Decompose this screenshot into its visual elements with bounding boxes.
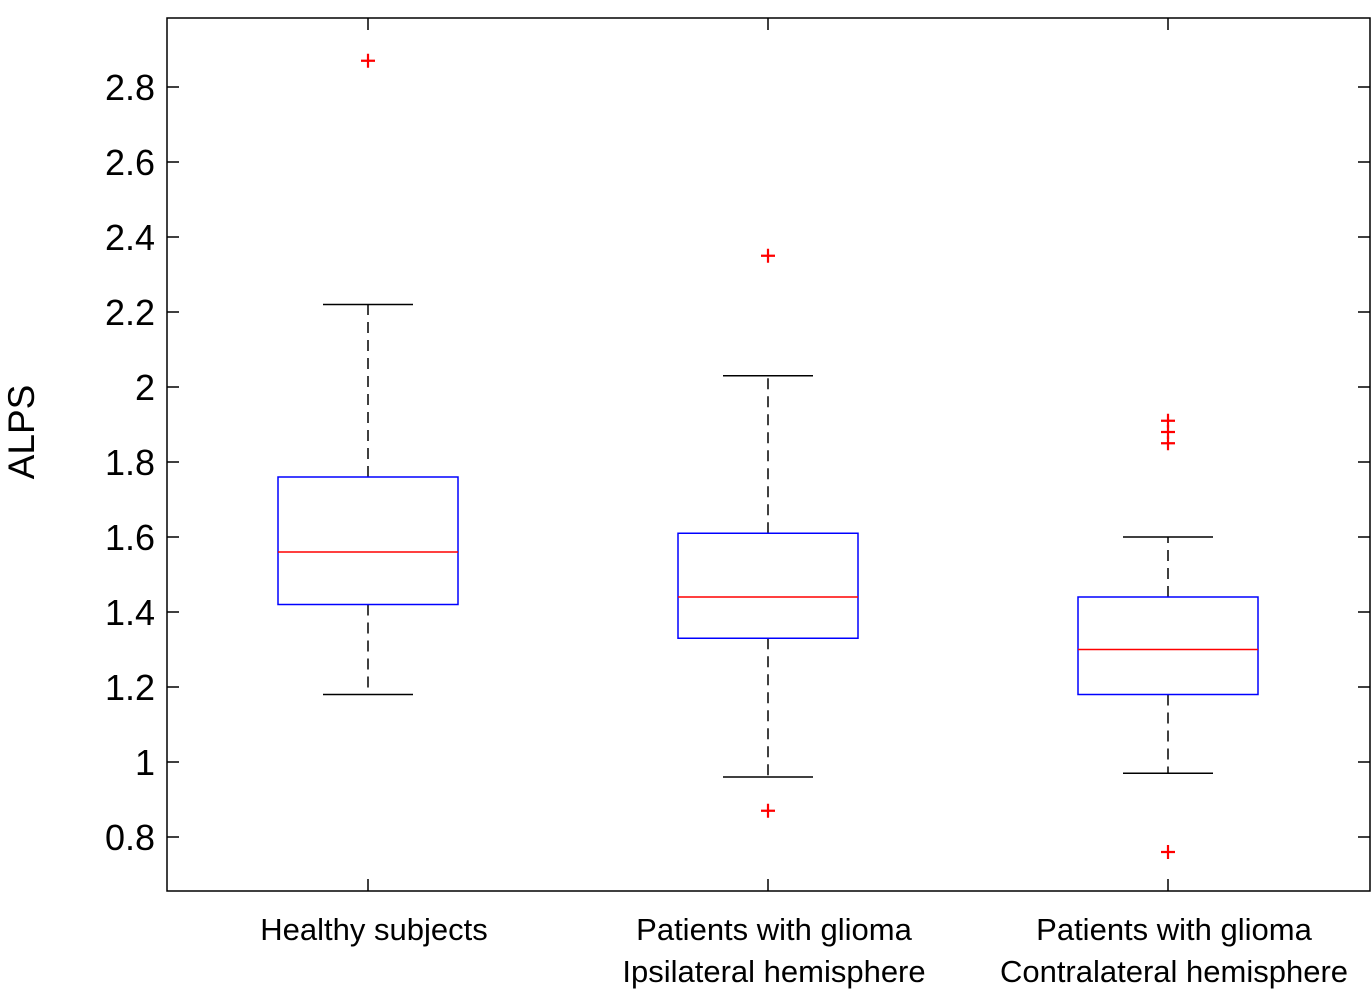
outlier-marker: [761, 803, 775, 818]
x-category-label: Healthy subjects: [260, 912, 487, 947]
y-tick-label: 2: [135, 367, 155, 408]
x-axis: Healthy subjects Patients with glioma Ipsi…: [260, 18, 1348, 989]
iqr-box: [677, 532, 859, 639]
y-tick-label: 0.8: [105, 817, 155, 858]
box-group: [277, 53, 459, 696]
x-category-label: Contralateral hemisphere: [1000, 954, 1348, 989]
box-groups: [277, 53, 1259, 859]
iqr-box: [277, 476, 459, 606]
y-tick-label: 1.6: [105, 517, 155, 558]
y-axis: 0.8 1 1.2 1.4 1.6 1.8 2 2.2 2.4 2.6 2.8: [105, 67, 1370, 858]
outlier-marker: [361, 53, 375, 68]
outlier-marker: [1161, 436, 1175, 451]
box-group: [1077, 413, 1259, 859]
x-category-label: Ipsilateral hemisphere: [622, 954, 925, 989]
x-category-label: Patients with glioma: [1036, 912, 1312, 947]
y-tick-label: 1.2: [105, 667, 155, 708]
x-category-label: Patients with glioma: [636, 912, 912, 947]
y-tick-label: 1.4: [105, 592, 155, 633]
y-tick-label: 1: [135, 742, 155, 783]
y-tick-label: 2.4: [105, 217, 155, 258]
y-tick-label: 2.8: [105, 67, 155, 108]
y-tick-label: 2.2: [105, 292, 155, 333]
y-tick-label: 2.6: [105, 142, 155, 183]
y-tick-label: 1.8: [105, 442, 155, 483]
outlier-marker: [761, 248, 775, 263]
outlier-marker: [1161, 845, 1175, 859]
box-group: [677, 248, 859, 818]
y-axis-title: ALPS: [1, 385, 42, 480]
iqr-box: [1077, 596, 1259, 696]
